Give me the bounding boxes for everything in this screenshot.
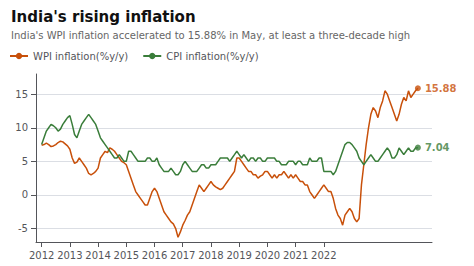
svg-text:WPI inflation(%y/y): WPI inflation(%y/y) [33, 51, 128, 62]
svg-text:7.04: 7.04 [425, 142, 450, 153]
svg-text:15.88: 15.88 [425, 83, 457, 94]
svg-text:2016: 2016 [142, 250, 167, 261]
svg-text:India's WPI inflation accelera: India's WPI inflation accelerated to 15.… [11, 30, 410, 41]
svg-text:15: 15 [15, 89, 28, 100]
svg-text:5: 5 [22, 156, 28, 167]
svg-text:2017: 2017 [170, 250, 195, 261]
svg-text:2013: 2013 [57, 250, 82, 261]
svg-text:2012: 2012 [29, 250, 54, 261]
svg-text:2019: 2019 [226, 250, 251, 261]
svg-text:10: 10 [15, 122, 28, 133]
svg-text:CPI inflation(%y/y): CPI inflation(%y/y) [166, 51, 258, 62]
svg-text:2015: 2015 [114, 250, 139, 261]
svg-text:2014: 2014 [85, 250, 110, 261]
svg-text:2018: 2018 [198, 250, 223, 261]
svg-text:2020: 2020 [255, 250, 280, 261]
svg-text:India's rising inflation: India's rising inflation [11, 8, 196, 26]
svg-text:0: 0 [22, 189, 28, 200]
svg-text:2022: 2022 [311, 250, 336, 261]
svg-text:2021: 2021 [283, 250, 308, 261]
svg-text:-5: -5 [18, 223, 28, 234]
